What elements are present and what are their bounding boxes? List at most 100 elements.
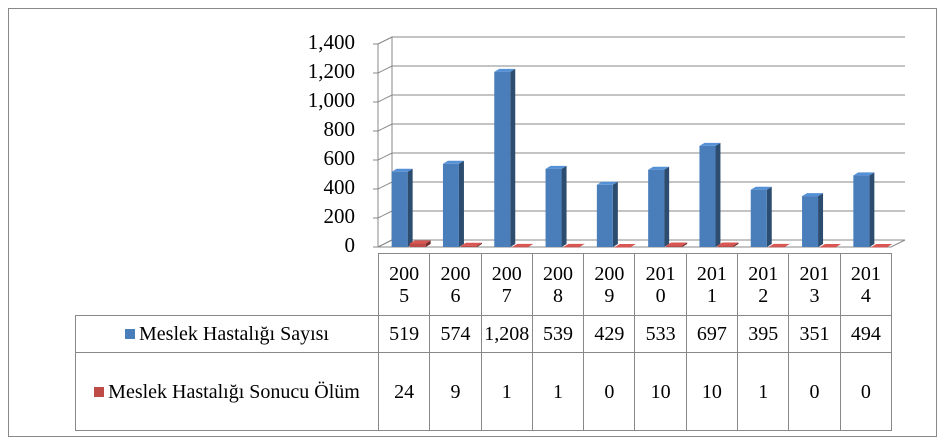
corner-cell [76, 254, 379, 316]
x-tick-label: 2009 [594, 262, 625, 307]
data-table: 2005 2006 2007 2008 2009 2010 2011 2012 2013 2014… [75, 253, 892, 431]
bar-side [579, 243, 585, 247]
bar [512, 246, 529, 248]
y-tick-label: 400 [324, 175, 356, 199]
value-cell: 9 [429, 352, 482, 431]
value-cell: 351 [788, 315, 841, 353]
series-row: Meslek Hastalığı Sonucu Ölüm 24 9 1 1 0 10 10 1 0… [75, 352, 892, 431]
category-cell: 2014 [839, 253, 892, 316]
bar-side [476, 242, 482, 247]
grid-line [377, 152, 905, 161]
bar-side [612, 181, 618, 247]
x-tick-label: 2007 [491, 262, 522, 307]
bar-side [766, 186, 772, 247]
bar [717, 245, 734, 247]
bar-top [802, 193, 824, 197]
value-cell: 0 [788, 352, 841, 431]
bar-top [391, 168, 413, 172]
y-tick-label: 0 [345, 233, 356, 257]
side-wall [377, 36, 393, 248]
bar-side [561, 165, 567, 247]
value-cell: 24 [377, 352, 431, 431]
value-cell: 533 [634, 315, 687, 353]
bar [614, 247, 631, 248]
bar-top [460, 242, 482, 246]
bar-side [510, 68, 516, 247]
legend-cell: Meslek Hastalığı Sayısı [75, 315, 379, 353]
bar-top [871, 244, 893, 247]
bar [699, 145, 716, 247]
x-tick-label: 2014 [850, 262, 881, 307]
bar [442, 163, 459, 247]
value-cell: 574 [429, 315, 482, 353]
bar-side [425, 240, 431, 247]
bar [853, 175, 870, 247]
bar [648, 169, 665, 247]
y-tick-label: 1,200 [308, 59, 355, 83]
category-cell: 2010 [634, 253, 687, 316]
category-cell: 2012 [737, 253, 790, 316]
bar [391, 171, 408, 247]
bar [409, 243, 426, 247]
bar [494, 71, 511, 247]
bar-side [784, 243, 790, 247]
bar-top [512, 243, 534, 247]
value-cell: 697 [685, 315, 739, 353]
bar [871, 247, 888, 248]
bar [768, 246, 785, 248]
x-tick-label: 2011 [696, 262, 727, 307]
grid-line [377, 94, 905, 103]
value-cell: 1 [531, 352, 585, 431]
category-cell: 2009 [583, 253, 636, 316]
bar-top [563, 243, 585, 247]
bar-top [717, 242, 739, 246]
category-cell: 2013 [788, 253, 841, 316]
category-cell: 2008 [531, 253, 585, 316]
bar-top [666, 242, 688, 246]
category-cell: 2006 [429, 253, 482, 316]
bar [545, 168, 562, 247]
value-cell: 429 [583, 315, 636, 353]
bar-top [699, 142, 721, 146]
grid-line [377, 36, 905, 45]
legend-label: Meslek Hastalığı Sonucu Ölüm [108, 380, 360, 403]
category-row: 2005 2006 2007 2008 2009 2010 2011 2012 2013 2014 [76, 253, 892, 316]
x-tick-label: 2012 [748, 262, 779, 307]
x-tick-label: 2010 [645, 262, 676, 307]
bar [666, 245, 683, 247]
x-tick-label: 2008 [543, 262, 574, 307]
value-cell: 1,208 [480, 315, 533, 353]
bar [802, 196, 819, 247]
y-tick-label: 1,000 [308, 88, 355, 112]
bar-side [664, 166, 670, 247]
bar [596, 184, 613, 247]
value-cell: 0 [839, 352, 892, 431]
value-cell: 395 [737, 315, 790, 353]
bar [820, 247, 837, 248]
value-cell: 539 [531, 315, 585, 353]
value-cell: 10 [685, 352, 739, 431]
legend-cell: Meslek Hastalığı Sonucu Ölüm [75, 352, 379, 431]
value-cell: 494 [839, 315, 892, 353]
series-row: Meslek Hastalığı Sayısı 519 574 1,208 539 429… [75, 315, 892, 353]
value-cell: 10 [634, 352, 687, 431]
bar-top [614, 244, 636, 247]
value-cell: 1 [480, 352, 533, 431]
bar-side [733, 242, 739, 247]
bar-top [545, 165, 567, 169]
legend-swatch [125, 329, 135, 339]
grid-line [377, 123, 905, 132]
bar-side [818, 193, 824, 247]
bar-top [409, 240, 431, 244]
value-cell: 0 [583, 352, 636, 431]
bar-side [715, 142, 721, 247]
category-cell: 2011 [685, 253, 739, 316]
category-cell: 2005 [377, 253, 431, 316]
legend-swatch [94, 386, 105, 397]
value-cell: 519 [377, 315, 431, 353]
x-tick-label: 2006 [440, 262, 471, 307]
grid-line [377, 65, 905, 74]
bar-side [458, 160, 464, 247]
